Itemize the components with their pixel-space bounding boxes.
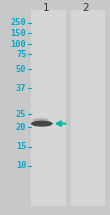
Text: 75: 75 xyxy=(16,50,26,59)
Bar xyxy=(69,10,71,206)
Text: 10: 10 xyxy=(16,161,26,170)
Text: 1: 1 xyxy=(43,3,50,12)
Text: 20: 20 xyxy=(16,123,26,132)
Text: 150: 150 xyxy=(11,29,26,38)
Ellipse shape xyxy=(32,118,49,122)
Text: 25: 25 xyxy=(16,110,26,119)
Text: 100: 100 xyxy=(11,40,26,49)
Bar xyxy=(31,10,66,206)
Text: 37: 37 xyxy=(16,84,26,93)
Bar xyxy=(70,10,105,206)
Ellipse shape xyxy=(31,121,53,127)
Text: 2: 2 xyxy=(82,3,89,12)
Text: 15: 15 xyxy=(16,142,26,151)
Text: 50: 50 xyxy=(16,65,26,74)
Text: 250: 250 xyxy=(11,18,26,27)
